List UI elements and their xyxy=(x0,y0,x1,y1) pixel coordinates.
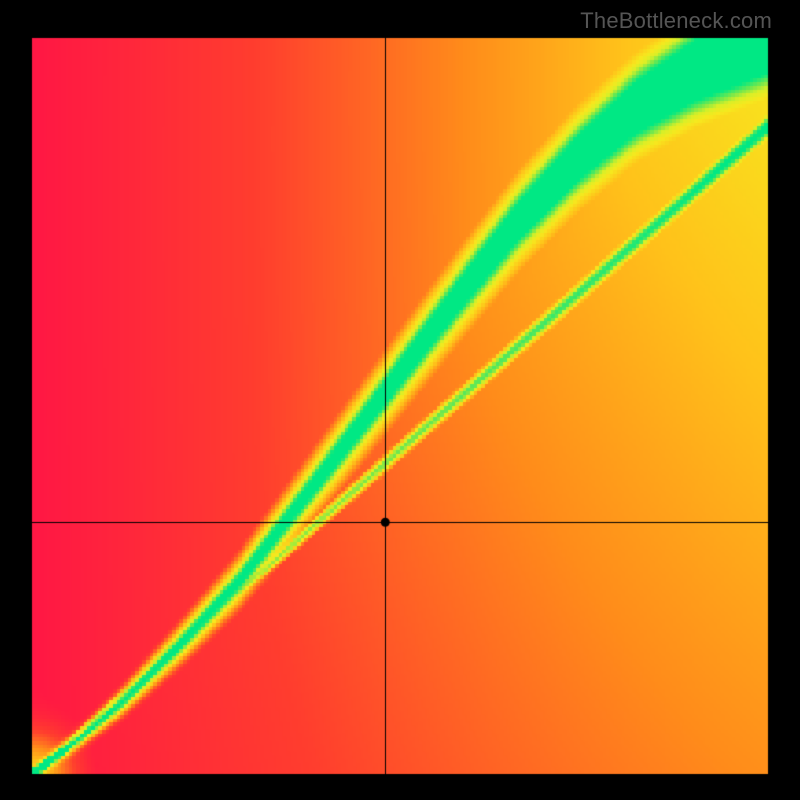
chart-container: TheBottleneck.com xyxy=(0,0,800,800)
bottleneck-heatmap xyxy=(0,0,800,800)
watermark-text: TheBottleneck.com xyxy=(580,8,772,34)
